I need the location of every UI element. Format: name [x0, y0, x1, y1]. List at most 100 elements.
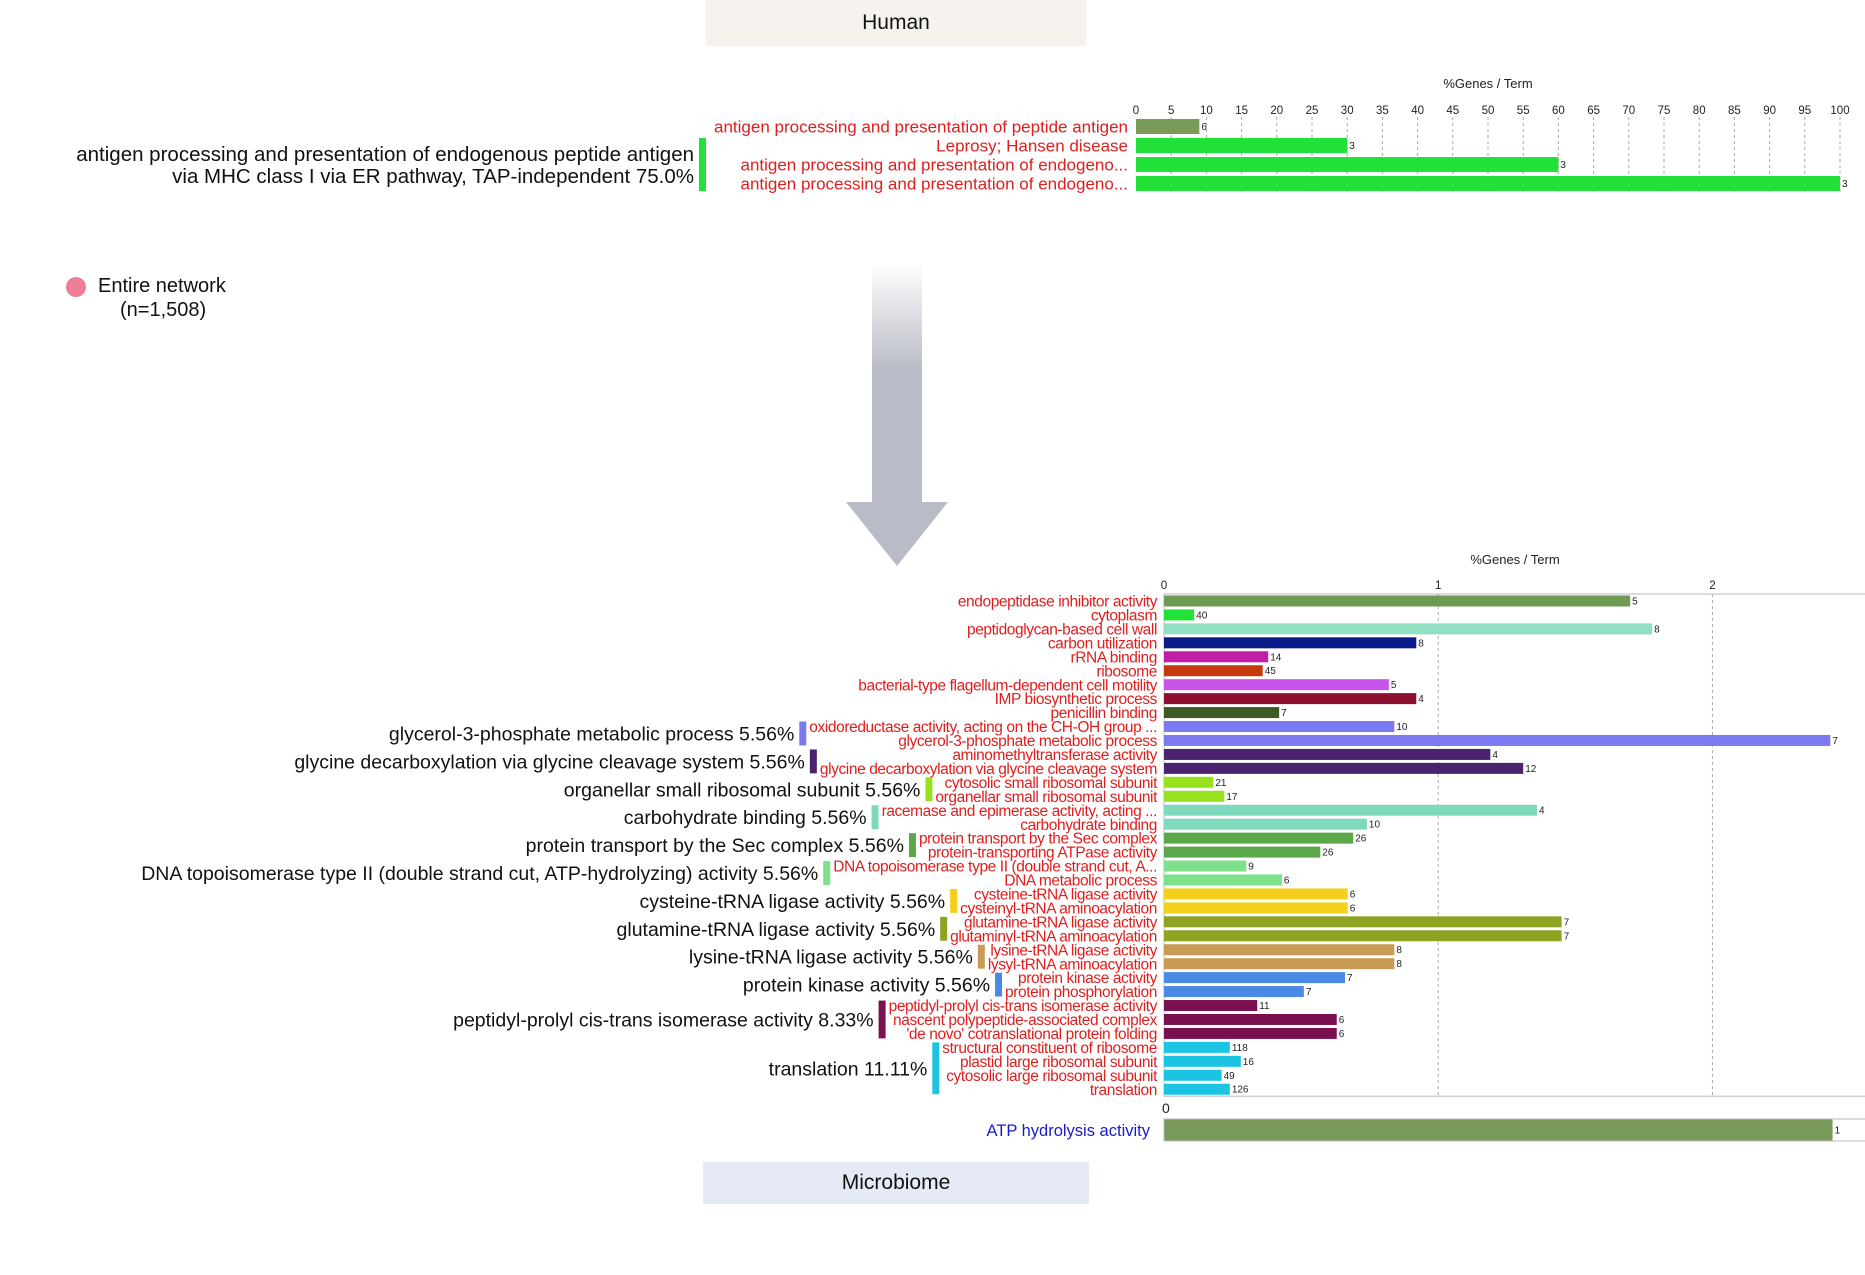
- bar-count-label: 6: [1201, 122, 1207, 133]
- plot-frame: [1163, 1118, 1865, 1142]
- bar-count-label: 6: [1339, 1015, 1345, 1026]
- bar-count-label: 45: [1265, 666, 1277, 677]
- term-label: cytoplasm: [1091, 608, 1157, 625]
- group-bar: [809, 749, 817, 774]
- bar-1: [1164, 1119, 1833, 1141]
- term-label: protein phosphorylation: [1005, 984, 1157, 1001]
- term-label: IMP biosynthetic process: [995, 691, 1158, 708]
- group-bar: [995, 972, 1003, 997]
- group-bar: [925, 777, 933, 802]
- bar-count-label: 5: [1632, 596, 1638, 607]
- bar-15: [1164, 790, 1225, 802]
- bar-23: [1164, 902, 1348, 914]
- term-label: ribosome: [1096, 663, 1157, 680]
- term-label: bacterial-type flagellum-dependent cell …: [858, 677, 1157, 694]
- tick-label: 40: [1411, 105, 1424, 117]
- bar-20: [1164, 860, 1247, 872]
- bar-27: [1164, 958, 1395, 970]
- bar-count-label: 16: [1243, 1057, 1255, 1068]
- bar-26: [1164, 944, 1395, 956]
- group-bar: [977, 944, 985, 969]
- tick-label: 65: [1587, 105, 1600, 117]
- bar-count-label: 126: [1232, 1085, 1249, 1096]
- group-bar: [799, 721, 807, 746]
- term-label: cytosolic large ribosomal subunit: [946, 1068, 1158, 1085]
- bar-count-label: 8: [1418, 638, 1424, 649]
- bar-22: [1164, 888, 1348, 900]
- term-label: antigen processing and presentation of e…: [740, 175, 1128, 194]
- group-label: glutamine-tRNA ligase activity 5.56%: [617, 919, 936, 941]
- bar-3: [1136, 157, 1559, 172]
- term-label: protein-transporting ATPase activity: [928, 845, 1158, 862]
- term-label: lysine-tRNA ligase activity: [990, 942, 1157, 959]
- tick-label: 2: [1709, 580, 1715, 592]
- tick-label: 60: [1552, 105, 1565, 117]
- term-label: peptidyl-prolyl cis-trans isomerase acti…: [889, 998, 1158, 1015]
- group-bar: [699, 138, 706, 191]
- bar-count-label: 6: [1350, 903, 1356, 914]
- bar-count-label: 49: [1224, 1071, 1236, 1082]
- bar-count-label: 8: [1654, 624, 1660, 635]
- term-label: glutaminyl-tRNA aminoacylation: [950, 928, 1157, 945]
- group-bar: [932, 1042, 940, 1095]
- group-label: peptidyl-prolyl cis-trans isomerase acti…: [453, 1009, 874, 1031]
- term-label: penicillin binding: [1050, 705, 1157, 722]
- group-label: translation 11.11%: [769, 1058, 928, 1080]
- group-label: glycerol-3-phosphate metabolic process 5…: [389, 724, 794, 746]
- bar-4: [1164, 637, 1417, 649]
- bar-count-label: 4: [1539, 806, 1545, 817]
- group-label: glycine decarboxylation via glycine clea…: [294, 751, 805, 773]
- bar-28: [1164, 972, 1345, 984]
- tick-label: 25: [1306, 105, 1319, 117]
- group-label: lysine-tRNA ligase activity 5.56%: [689, 947, 973, 969]
- bar-17: [1164, 818, 1367, 830]
- term-label: plastid large ribosomal subunit: [960, 1054, 1158, 1071]
- tick-label: 45: [1446, 105, 1459, 117]
- group-label: protein transport by the Sec complex 5.5…: [526, 835, 904, 857]
- term-label: structural constituent of ribosome: [942, 1040, 1157, 1057]
- human-panel-label: Human: [706, 0, 1086, 46]
- term-label: nascent polypeptide-associated complex: [893, 1012, 1158, 1029]
- term-label: cysteine-tRNA ligase activity: [974, 887, 1158, 904]
- bar-count-label: 7: [1306, 987, 1312, 998]
- bar-count-label: 7: [1281, 708, 1287, 719]
- bar-count-label: 26: [1322, 848, 1334, 859]
- bar-21: [1164, 874, 1282, 886]
- bar-count-label: 26: [1355, 834, 1367, 845]
- tick-label: 90: [1763, 105, 1776, 117]
- term-label: DNA metabolic process: [1004, 873, 1157, 890]
- bar-count-label: 8: [1396, 945, 1402, 956]
- bar-8: [1164, 693, 1417, 705]
- tick-label: 85: [1728, 105, 1741, 117]
- term-label: antigen processing and presentation of e…: [740, 156, 1128, 175]
- term-label: aminomethyltransferase activity: [952, 747, 1157, 764]
- term-label: glycerol-3-phosphate metabolic process: [898, 733, 1157, 750]
- tick-label: 30: [1341, 105, 1354, 117]
- bar-19: [1164, 846, 1321, 858]
- group-bar: [878, 1000, 886, 1039]
- bar-10: [1164, 721, 1395, 733]
- tick-label: 0: [1161, 580, 1167, 592]
- bar-count-label: 10: [1369, 820, 1381, 831]
- term-label: DNA topoisomerase type II (double strand…: [833, 859, 1157, 876]
- plot-frame: [1163, 593, 1865, 1097]
- bar-count-label: 10: [1396, 722, 1408, 733]
- tick-label: 75: [1658, 105, 1671, 117]
- term-label: 'de novo' cotranslational protein foldin…: [906, 1026, 1157, 1043]
- bar-14: [1164, 776, 1214, 788]
- term-label: cytosolic small ribosomal subunit: [945, 775, 1159, 792]
- bar-5: [1164, 651, 1269, 663]
- tick-label: 80: [1693, 105, 1706, 117]
- tick-label: 1: [1435, 580, 1441, 592]
- group-label: cysteine-tRNA ligase activity 5.56%: [639, 891, 945, 913]
- bar-count-label: 40: [1196, 610, 1208, 621]
- term-label: translation: [1090, 1082, 1157, 1099]
- legend-label: Entire network: [98, 275, 226, 297]
- bar-count-label: 4: [1418, 694, 1424, 705]
- tick-label: 100: [1830, 105, 1849, 117]
- term-label: protein transport by the Sec complex: [919, 831, 1158, 848]
- axis-title: %Genes / Term: [1443, 76, 1532, 91]
- bar-count-label: 3: [1842, 179, 1848, 190]
- bar-count-label: 118: [1232, 1043, 1248, 1054]
- bar-count-label: 7: [1832, 736, 1838, 747]
